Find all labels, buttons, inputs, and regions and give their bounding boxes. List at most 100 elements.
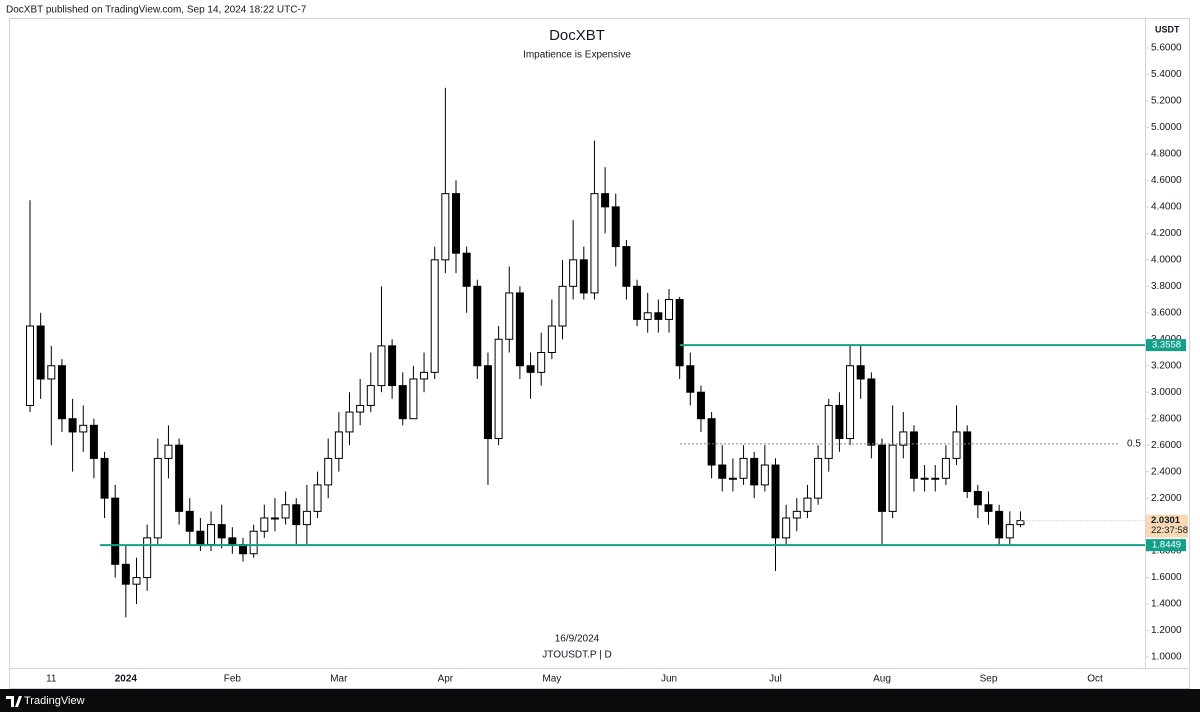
candle-body (920, 477, 929, 480)
candle-body (718, 464, 727, 479)
footer-brand: TradingView (24, 695, 85, 707)
candle-body (409, 378, 418, 420)
level-label: 1.8449 (1152, 540, 1181, 551)
candle-body (899, 431, 908, 446)
x-tick-label: 11 (46, 674, 57, 685)
candle-body (878, 444, 886, 512)
candle-body (366, 385, 375, 406)
y-tick-label: 5.0000 (1151, 122, 1182, 133)
candle-body (654, 312, 663, 320)
candle-body (675, 299, 684, 367)
x-tick-label: May (542, 674, 561, 685)
candle-body (441, 193, 450, 261)
candle-body (835, 404, 844, 440)
last-price-tag (1146, 514, 1188, 538)
y-tick-label: 2.6000 (1151, 440, 1182, 451)
candle-body (771, 464, 780, 539)
candle-body (260, 517, 269, 532)
y-tick-label: 4.2000 (1151, 228, 1182, 239)
candle-body (696, 391, 705, 420)
y-tick-label: 5.4000 (1151, 69, 1182, 80)
y-tick-label: 3.8000 (1151, 281, 1182, 292)
candle-body (803, 497, 812, 512)
candle-body (111, 497, 120, 565)
candle-body (643, 312, 652, 320)
x-tick-label: Apr (438, 674, 454, 685)
candle-body (782, 517, 791, 539)
candle-body (68, 418, 77, 433)
candle-body (462, 252, 471, 287)
chart-title: DocXBT (549, 27, 605, 44)
y-tick-label: 3.2000 (1151, 360, 1182, 371)
candle-body (89, 424, 98, 459)
candle-body (686, 365, 695, 393)
candle-body (228, 537, 237, 545)
y-tick-label: 4.8000 (1151, 149, 1182, 160)
candle-body (494, 338, 503, 440)
candle-body (963, 431, 972, 493)
x-tick-label: Feb (224, 674, 242, 685)
candle-body (952, 431, 961, 459)
candle-body (760, 464, 769, 486)
symbol-label: JTOUSDT.P | D (542, 650, 611, 661)
candle-body (814, 457, 823, 499)
candle-body (121, 563, 130, 585)
candle-body (324, 457, 333, 486)
candle-body (941, 457, 950, 479)
candle-body (579, 259, 588, 294)
candle-body (569, 259, 578, 287)
y-tick-label: 4.6000 (1151, 175, 1182, 186)
candle-body (334, 431, 343, 459)
candle-body (430, 259, 439, 373)
x-tick-label: 2024 (115, 674, 138, 685)
x-tick-label: Mar (330, 674, 348, 685)
candle-body (207, 524, 216, 545)
candle-body (473, 285, 482, 367)
candle-body (132, 577, 141, 585)
candle-body (665, 299, 673, 320)
candle-body (57, 365, 66, 420)
tv-logo (6, 696, 22, 707)
y-tick-label: 4.0000 (1151, 254, 1182, 265)
countdown-label: 22:37:58 (1151, 525, 1188, 536)
y-tick-label: 1.4000 (1151, 599, 1182, 610)
y-tick-label: 3.0000 (1151, 387, 1182, 398)
level-label: 3.3558 (1152, 340, 1181, 351)
y-tick-label: 4.4000 (1151, 202, 1182, 213)
header-text: DocXBT published on TradingView.com, Sep… (6, 5, 307, 16)
x-tick-label: Aug (873, 674, 891, 685)
candle-body (143, 537, 152, 579)
candle-body (601, 193, 610, 208)
candle-body (1016, 520, 1025, 526)
candle-body (398, 385, 407, 420)
candle-body (292, 504, 301, 526)
candle-body (728, 477, 737, 480)
candle-body (846, 365, 855, 440)
candle-body (515, 292, 524, 367)
y-tick-label: 1.0000 (1151, 652, 1182, 663)
chart-frame (9, 18, 1190, 689)
candle-body (281, 504, 290, 519)
candle-body (196, 530, 205, 545)
y-tick-label: 2.4000 (1151, 466, 1182, 477)
fib-label: 0.5 (1127, 438, 1141, 449)
footer-bar (0, 689, 1200, 712)
y-tick-label: 1.6000 (1151, 572, 1182, 583)
candle-body (1005, 524, 1014, 539)
x-tick-label: Jul (769, 674, 782, 685)
candle-body (824, 404, 833, 459)
candle-body (707, 418, 716, 466)
y-tick-label: 3.6000 (1151, 307, 1182, 318)
candle-body (26, 325, 34, 406)
candle-body (175, 444, 184, 512)
candle-body (153, 457, 162, 539)
candle-body (590, 193, 599, 294)
candle-body (792, 510, 801, 519)
y-tick-label: 2.2000 (1151, 493, 1182, 504)
candle-body (750, 457, 759, 486)
candle-body (388, 345, 397, 387)
candle-body (302, 510, 311, 526)
candle-body (633, 285, 642, 320)
candle-body (537, 352, 546, 373)
candle-body (483, 365, 492, 440)
